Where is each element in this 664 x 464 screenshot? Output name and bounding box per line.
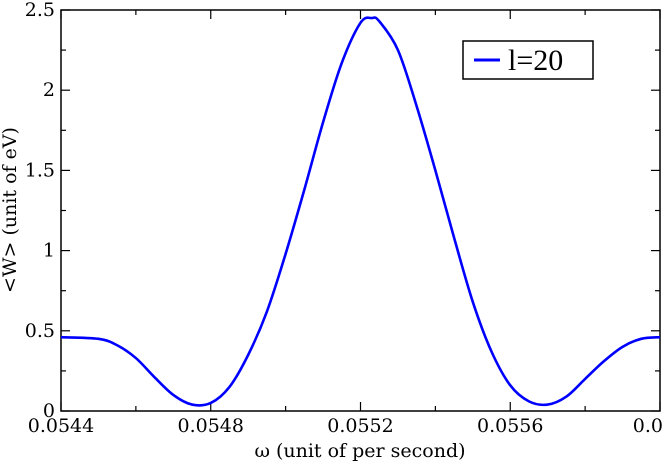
y-axis-label: <W> (unit of eV) <box>0 127 21 293</box>
x-tick-label: 0.056 <box>633 415 664 437</box>
axis-ticks <box>60 9 661 412</box>
x-tick-label: 0.0544 <box>28 415 94 437</box>
y-tick-label: 2.5 <box>25 0 55 21</box>
axis-tick-labels: 0.0544 0.0548 0.0552 0.0556 0.056 0 0.5 1 1.5 2 2.… <box>25 0 664 437</box>
legend-label: l=20 <box>508 44 563 77</box>
y-tick-label: 2 <box>43 79 55 101</box>
legend: l=20 <box>462 40 594 80</box>
y-tick-label: 0 <box>43 400 55 422</box>
series-line <box>60 16 661 407</box>
y-tick-label: 1.5 <box>25 159 55 181</box>
x-tick-label: 0.0556 <box>477 415 543 437</box>
y-tick-label: 1 <box>43 240 55 262</box>
x-axis-label: ω (unit of per second) <box>254 440 465 462</box>
series-group <box>60 16 661 407</box>
x-tick-label: 0.0552 <box>327 415 393 437</box>
y-tick-label: 0.5 <box>25 320 55 342</box>
x-tick-label: 0.0548 <box>178 415 244 437</box>
